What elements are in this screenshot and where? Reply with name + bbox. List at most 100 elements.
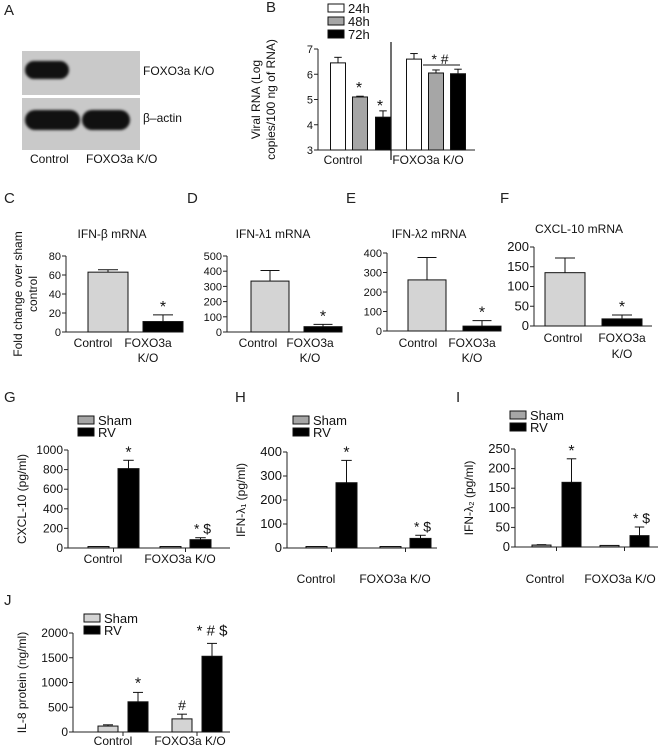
- panel-letter-b: B: [266, 0, 277, 16]
- significance-marker: *: [479, 305, 485, 322]
- bar: [87, 546, 110, 549]
- x-category-label: FOXO3a: [448, 336, 496, 350]
- y-tick-label: 200: [364, 287, 382, 299]
- bar: [127, 701, 149, 733]
- significance-marker: * $: [194, 521, 211, 537]
- bar: [406, 58, 422, 151]
- legend-label: RV: [313, 425, 331, 440]
- legend-label: RV: [104, 623, 122, 638]
- chart-ifn-1-mrna: IFN-λ1 mRNA 0 100 200 300 400 500 * Control FOXO3…: [204, 227, 343, 365]
- bar: [335, 482, 358, 549]
- y-tick-label: 20: [49, 308, 61, 320]
- y-axis-label: control: [26, 276, 40, 312]
- chart-title: CXCL-10 mRNA: [535, 222, 623, 236]
- legend-swatch: [327, 3, 345, 13]
- chart-title: IFN-λ1 mRNA: [236, 227, 311, 241]
- legend-swatch: [77, 415, 95, 425]
- panel-letter-c: C: [4, 190, 15, 207]
- x-category-label: K/O: [462, 351, 483, 365]
- x-category-label: FOXO3a K/O: [144, 552, 215, 566]
- bar: [352, 96, 368, 151]
- y-tick-label: 400: [204, 266, 222, 278]
- chart-title: IFN-β mRNA: [78, 227, 147, 241]
- bar: [407, 279, 447, 332]
- y-tick-label: 400: [260, 444, 282, 459]
- significance-marker: * # $: [197, 622, 229, 639]
- lane-label-foxo3a-ko: FOXO3a K/O: [86, 152, 158, 166]
- y-axis-label: Fold change over sham: [11, 231, 25, 356]
- legend-swatch: [83, 613, 101, 623]
- y-tick-label: 0: [376, 326, 382, 338]
- legend-label: 24h: [348, 1, 370, 16]
- y-tick-label: 200: [204, 297, 222, 309]
- y-tick-label: 0: [503, 539, 510, 554]
- panel-letter-h: H: [235, 389, 246, 406]
- legend-swatch: [292, 415, 310, 425]
- y-tick-label: 3: [307, 145, 313, 157]
- legend-swatch: [83, 625, 101, 635]
- x-category-label: FOXO3a K/O: [392, 153, 463, 167]
- y-tick-label: 40: [49, 289, 61, 301]
- bar: [201, 655, 223, 733]
- y-tick-label: 150: [488, 480, 510, 495]
- significance-marker: *: [356, 80, 362, 97]
- bar: [375, 116, 391, 151]
- y-tick-label: 400: [364, 248, 382, 260]
- x-category-label: Control: [544, 331, 583, 345]
- y-axis-label: CXCL-10 (pg/ml): [15, 454, 29, 544]
- y-tick-label: 500: [48, 700, 68, 714]
- y-tick-label: 50: [515, 298, 529, 313]
- chart-il-8-protein-ng-ml-: 0 500 1000 1500 2000 IL-8 protein (ng/ml) Sham…: [15, 611, 230, 748]
- bar: [561, 481, 582, 548]
- x-category-label: Control: [399, 336, 438, 350]
- y-tick-label: 200: [260, 492, 282, 507]
- chart-ifn-mrna: IFN-β mRNA 0 20 40 60 80 Fold change over sham…: [11, 227, 184, 365]
- y-tick-label: 80: [49, 251, 61, 263]
- blot-label-actin: β–actin: [143, 111, 182, 125]
- y-tick-label: 1000: [36, 443, 63, 457]
- x-category-label: Control: [94, 734, 133, 748]
- y-tick-label: 100: [507, 279, 529, 294]
- chart-title: IFN-λ2 mRNA: [392, 227, 467, 241]
- legend-label: RV: [530, 420, 548, 435]
- x-category-label: K/O: [138, 351, 159, 365]
- legend-label: 48h: [348, 14, 370, 29]
- panel-letter-i: I: [456, 389, 461, 406]
- y-tick-label: 1500: [41, 651, 68, 665]
- bar: [462, 325, 502, 332]
- significance-marker: *: [125, 444, 131, 461]
- legend-swatch: [509, 410, 527, 420]
- y-axis-label: copies/100 ng of RNA): [264, 39, 278, 160]
- x-category-label: Control: [324, 153, 363, 167]
- bar: [171, 718, 193, 733]
- legend-label: RV: [98, 425, 116, 440]
- bar: [303, 326, 343, 333]
- chart-cxcl-10-mrna: CXCL-10 mRNA 0 50 100 150 200 * Control FOXO3a K/…: [507, 222, 652, 361]
- x-category-label: FOXO3a: [598, 331, 646, 345]
- x-category-label: Control: [297, 572, 336, 586]
- significance-marker: *: [619, 299, 625, 316]
- chart-viral-rna: 3 4 5 6 7 Viral RNA (Log copies/100 ng of RNA)…: [249, 1, 475, 167]
- y-tick-label: 5: [307, 95, 313, 107]
- chart-ifn-2-mrna: IFN-λ2 mRNA 0 100 200 300 400 * Control FOXO3aK/…: [364, 227, 502, 365]
- y-tick-label: 200: [507, 239, 529, 254]
- x-category-label: FOXO3a K/O: [359, 572, 430, 586]
- y-tick-label: 0: [56, 541, 63, 555]
- x-category-label: FOXO3a K/O: [154, 734, 225, 748]
- bar: [409, 537, 432, 549]
- lane-label-control: Control: [30, 152, 69, 166]
- bar: [250, 280, 290, 333]
- y-tick-label: 200: [43, 521, 63, 535]
- y-tick-label: 4: [307, 120, 313, 132]
- y-tick-label: 0: [522, 318, 529, 333]
- bar: [379, 546, 402, 549]
- legend-swatch: [327, 16, 345, 26]
- y-tick-label: 250: [488, 441, 510, 456]
- blot-band-foxo3a-control: [25, 61, 69, 79]
- panel-letter-d: D: [187, 190, 198, 207]
- y-tick-label: 600: [43, 482, 63, 496]
- bar: [450, 73, 466, 151]
- bar: [97, 725, 119, 733]
